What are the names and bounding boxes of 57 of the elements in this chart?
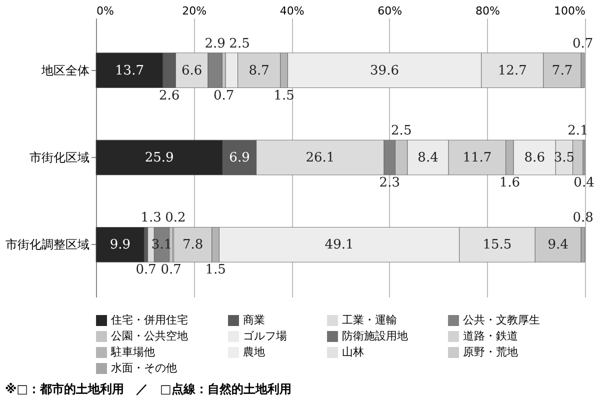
data-label: 39.6	[370, 63, 399, 78]
data-label: 6.6	[182, 63, 202, 78]
text: ※□：都市的土地利用 ／ □点線：自然的土地利用	[5, 382, 292, 396]
data-label: 13.7	[115, 63, 144, 78]
data-label: 0.7	[572, 36, 594, 52]
data-label: 11.7	[462, 150, 492, 166]
data-label: 1.5	[205, 262, 226, 278]
legend-label: 道路・鉄道	[463, 330, 518, 342]
legend-label: 商業	[243, 314, 265, 327]
data-label: 7.7	[552, 63, 573, 78]
data-label: 15.5	[482, 238, 512, 253]
y-tick-label: 市街化調整区域	[6, 238, 90, 252]
y-tick-label: 地区全体	[40, 63, 90, 78]
data-label: 6.9	[229, 150, 250, 166]
data-label: 0.8	[572, 210, 594, 226]
x-tick-label: 100%	[554, 4, 586, 18]
x-tick-label: 60%	[378, 4, 402, 18]
data-label: 1.5	[274, 88, 294, 104]
data-label: 0.7	[160, 262, 182, 278]
data-label: 1.3	[140, 210, 162, 226]
legend-label: 公共・文教厚生	[463, 314, 540, 327]
x-tick-label: 0%	[96, 4, 114, 18]
legend-label: 水面・その他	[111, 362, 177, 374]
data-label: 26.1	[306, 150, 335, 166]
data-label: 12.7	[498, 63, 527, 78]
data-label: 0.2	[165, 210, 186, 226]
data-label: 0.7	[214, 88, 234, 104]
legend-label: 住宅・併用住宅	[111, 314, 188, 327]
x-tick-label: 20%	[182, 4, 207, 18]
data-label: 8.7	[248, 63, 270, 78]
legend-label: 駐車場他	[110, 346, 155, 358]
data-label: 2.1	[568, 124, 588, 138]
legend-label: 山林	[342, 346, 364, 358]
x-tick-label: 40%	[280, 4, 304, 18]
data-label: 2.5	[391, 124, 412, 138]
data-label: 9.4	[548, 238, 568, 253]
data-label: 7.8	[182, 238, 204, 253]
legend-label: 農地	[243, 346, 265, 358]
data-label: 2.6	[159, 88, 180, 104]
data-label: 0.4	[574, 176, 594, 190]
data-label: 1.6	[499, 176, 520, 190]
data-label: 2.3	[379, 176, 400, 190]
data-label: 25.9	[144, 150, 174, 166]
legend-label: 公園・公共空地	[111, 330, 188, 342]
data-label: 2.5	[229, 36, 250, 52]
x-tick-label: 80%	[475, 4, 500, 18]
data-label: 9.9	[110, 238, 131, 253]
y-tick-label: 市街化区域	[30, 150, 90, 164]
data-label: 0.7	[136, 262, 156, 278]
data-label: 8.4	[418, 150, 438, 166]
data-label: 8.6	[524, 150, 545, 166]
legend-label: ゴルフ場	[243, 330, 287, 342]
data-label: 49.1	[324, 238, 354, 253]
legend-label: 防衛施設用地	[342, 330, 408, 342]
legend-label: 工業・運輸	[342, 314, 397, 327]
data-label: 2.9	[204, 36, 226, 52]
legend-label: 原野・荒地	[463, 346, 518, 358]
